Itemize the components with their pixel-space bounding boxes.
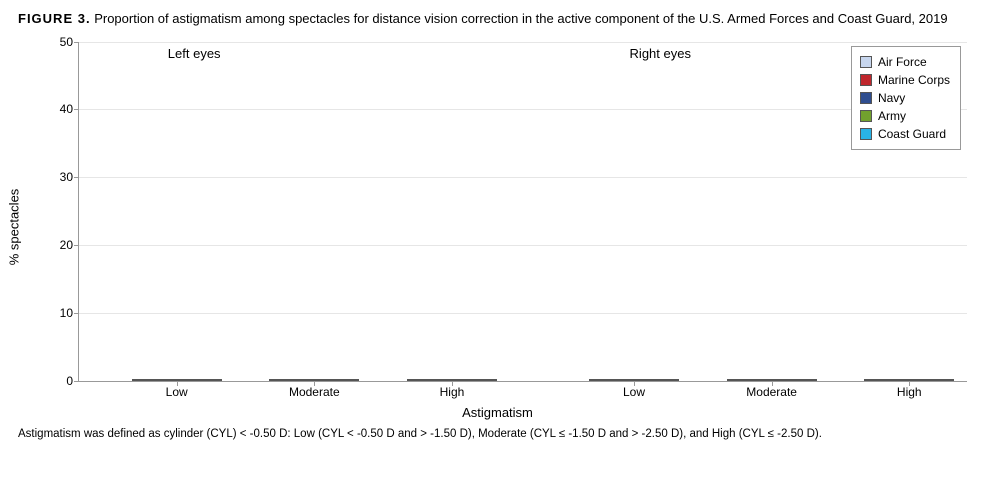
legend-label: Navy bbox=[878, 91, 905, 105]
legend-label: Air Force bbox=[878, 55, 927, 69]
y-tick-mark bbox=[74, 177, 79, 178]
x-tick-label: Low bbox=[166, 385, 188, 399]
legend-item: Coast Guard bbox=[860, 125, 950, 143]
legend-swatch bbox=[860, 128, 872, 140]
panel-label: Left eyes bbox=[168, 46, 221, 61]
grid-line bbox=[79, 109, 967, 110]
y-tick-label: 0 bbox=[66, 374, 73, 388]
y-axis-label: % spectacles bbox=[7, 188, 22, 265]
x-tick-label: High bbox=[897, 385, 922, 399]
bar-air_force bbox=[727, 379, 745, 381]
figure-container: FIGURE 3. Proportion of astigmatism amon… bbox=[0, 0, 995, 501]
legend-swatch bbox=[860, 92, 872, 104]
bar-army bbox=[918, 379, 936, 381]
legend-swatch bbox=[860, 56, 872, 68]
y-tick-label: 30 bbox=[60, 170, 73, 184]
grid-line bbox=[79, 245, 967, 246]
y-tick-mark bbox=[74, 313, 79, 314]
x-tick-label: Moderate bbox=[746, 385, 797, 399]
bar-air_force bbox=[269, 379, 287, 381]
legend: Air Force Marine Corps Navy Army Coast Guard bbox=[851, 46, 961, 150]
legend-swatch bbox=[860, 74, 872, 86]
panel-label: Right eyes bbox=[630, 46, 691, 61]
bar-army bbox=[186, 379, 204, 381]
chart-area: % spectacles 01020304050Left eyesRight e… bbox=[18, 32, 977, 422]
bar-coast_guard bbox=[661, 379, 679, 381]
bar-marine_corps bbox=[607, 379, 625, 381]
bar-army bbox=[781, 379, 799, 381]
grid-line bbox=[79, 313, 967, 314]
y-tick-label: 20 bbox=[60, 238, 73, 252]
y-tick-mark bbox=[74, 381, 79, 382]
bar-air_force bbox=[407, 379, 425, 381]
legend-swatch bbox=[860, 110, 872, 122]
figure-lead: FIGURE 3. bbox=[18, 11, 91, 26]
x-axis-title: Astigmatism bbox=[462, 405, 533, 420]
bar-army bbox=[323, 379, 341, 381]
x-tick-label: Low bbox=[623, 385, 645, 399]
bar-coast_guard bbox=[799, 379, 817, 381]
legend-label: Marine Corps bbox=[878, 73, 950, 87]
bar-marine_corps bbox=[882, 379, 900, 381]
x-tick-label: High bbox=[440, 385, 465, 399]
legend-item: Marine Corps bbox=[860, 71, 950, 89]
bar-marine_corps bbox=[745, 379, 763, 381]
bar-air_force bbox=[132, 379, 150, 381]
bar-army bbox=[461, 379, 479, 381]
y-tick-mark bbox=[74, 245, 79, 246]
legend-item: Navy bbox=[860, 89, 950, 107]
bar-army bbox=[643, 379, 661, 381]
bar-coast_guard bbox=[341, 379, 359, 381]
y-tick-mark bbox=[74, 42, 79, 43]
bar-marine_corps bbox=[425, 379, 443, 381]
y-tick-label: 40 bbox=[60, 102, 73, 116]
plot-region: 01020304050Left eyesRight eyesAir ForceM… bbox=[78, 42, 967, 382]
figure-footnote: Astigmatism was defined as cylinder (CYL… bbox=[18, 428, 977, 440]
grid-line bbox=[79, 177, 967, 178]
legend-item: Air Force bbox=[860, 53, 950, 71]
bar-marine_corps bbox=[150, 379, 168, 381]
y-tick-label: 10 bbox=[60, 306, 73, 320]
figure-title-text: Proportion of astigmatism among spectacl… bbox=[94, 11, 947, 26]
legend-item: Army bbox=[860, 107, 950, 125]
y-tick-label: 50 bbox=[60, 35, 73, 49]
x-tick-label: Moderate bbox=[289, 385, 340, 399]
bar-coast_guard bbox=[936, 379, 954, 381]
figure-title: FIGURE 3. Proportion of astigmatism amon… bbox=[18, 10, 977, 28]
legend-label: Coast Guard bbox=[878, 127, 946, 141]
y-tick-mark bbox=[74, 109, 79, 110]
grid-line bbox=[79, 42, 967, 43]
bar-coast_guard bbox=[479, 379, 497, 381]
bar-coast_guard bbox=[204, 379, 222, 381]
bar-marine_corps bbox=[287, 379, 305, 381]
bar-air_force bbox=[864, 379, 882, 381]
bar-air_force bbox=[589, 379, 607, 381]
legend-label: Army bbox=[878, 109, 906, 123]
